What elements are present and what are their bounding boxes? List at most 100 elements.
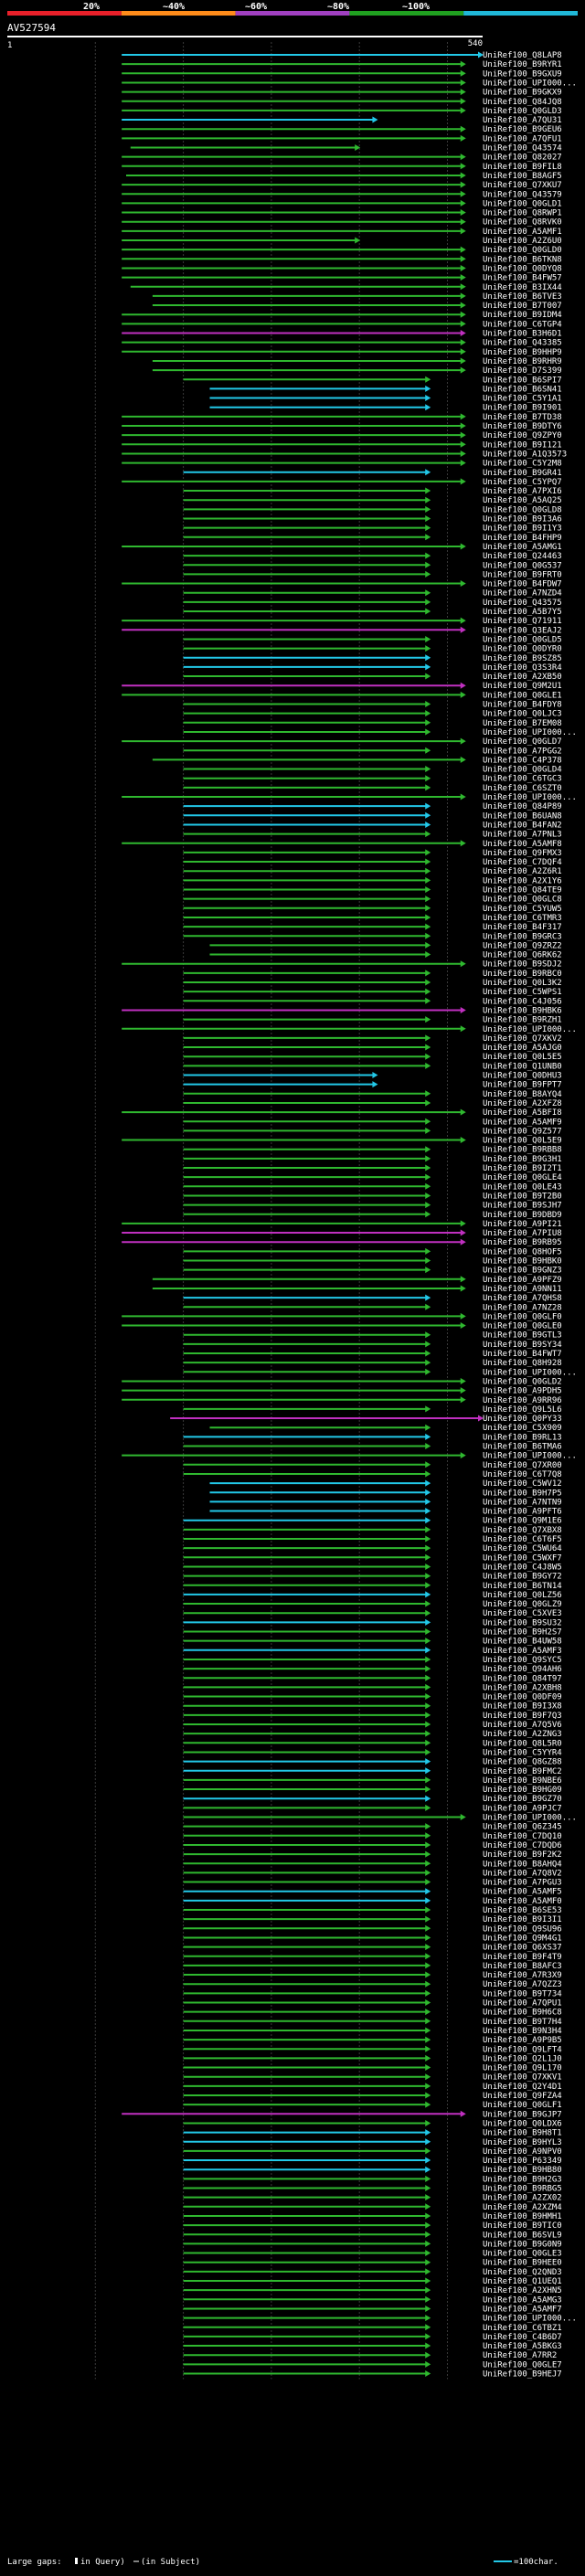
hit-arrowhead xyxy=(460,274,466,281)
hit-label: UniRef100_Q9M1E6 xyxy=(483,1517,562,1526)
hit-arrowhead xyxy=(425,525,431,532)
hit-row: UniRef100_Q9Z577 xyxy=(183,1127,562,1136)
hit-row: UniRef100_B9GXU9 xyxy=(122,69,562,79)
hit-row: UniRef100_B8AGF5 xyxy=(126,172,562,181)
hit-arrowhead xyxy=(425,1656,431,1663)
hit-label: UniRef100_Q8RVK0 xyxy=(483,218,562,228)
hit-arrowhead xyxy=(460,107,466,114)
hit-row: UniRef100_C5YUW5 xyxy=(183,905,562,914)
hit-row: UniRef100_B9GZ70 xyxy=(183,1795,562,1804)
hit-label: UniRef100_B9GKX9 xyxy=(483,89,562,98)
hit-label: UniRef100_Q9FZA4 xyxy=(483,2092,562,2101)
hit-arrowhead xyxy=(425,1730,431,1737)
hit-arrowhead xyxy=(425,1980,431,1988)
hit-label: UniRef100_Q0DF09 xyxy=(483,1693,562,1702)
hit-label: UniRef100_B9I2T1 xyxy=(483,1164,562,1173)
hit-row: UniRef100_B9RZH1 xyxy=(183,1016,562,1025)
hit-label: UniRef100_C6T6F5 xyxy=(483,1535,562,1544)
legend-gaps-label: Large gaps: xyxy=(7,2558,62,2567)
hit-arrowhead xyxy=(460,450,466,457)
hit-label: UniRef100_A9P9B5 xyxy=(483,2036,562,2045)
hit-row: UniRef100_B9GY72 xyxy=(183,1573,562,1582)
hit-arrowhead xyxy=(460,218,466,226)
hit-row: UniRef100_B6TVE3 xyxy=(152,292,562,302)
hit-row: UniRef100_Q0GLD3 xyxy=(122,107,562,116)
hit-row: UniRef100_A9PJC7 xyxy=(183,1804,562,1813)
hit-row: UniRef100_A7PXI6 xyxy=(183,487,562,496)
hit-label: UniRef100_C5WU64 xyxy=(483,1544,562,1553)
hit-arrowhead xyxy=(425,1748,431,1755)
hit-arrowhead xyxy=(425,1173,431,1181)
hit-arrowhead xyxy=(425,1517,431,1524)
hit-label: UniRef100_Q1UEQ1 xyxy=(483,2277,562,2286)
hit-arrowhead xyxy=(460,330,466,336)
hit-arrowhead xyxy=(425,1869,431,1876)
hit-label: UniRef100_Q8L5R0 xyxy=(483,1739,562,1748)
hit-row: UniRef100_A7NZ28 xyxy=(183,1303,562,1312)
hit-row: UniRef100_A7NZD4 xyxy=(183,589,562,599)
hit-label: UniRef100_Q8LAP8 xyxy=(483,51,562,60)
hit-arrowhead xyxy=(425,2268,431,2275)
hit-arrowhead xyxy=(425,1962,431,1969)
hit-arrowhead xyxy=(425,2166,431,2173)
hit-row: UniRef100_Q0LJC3 xyxy=(183,710,562,719)
hit-label: UniRef100_B9H7P5 xyxy=(483,1489,562,1498)
hit-row: UniRef100_C7DQF4 xyxy=(183,858,562,867)
hit-arrowhead xyxy=(425,1721,431,1728)
hit-row: UniRef100_Q24463 xyxy=(183,552,562,561)
hit-label: UniRef100_A5AMG3 xyxy=(483,2295,562,2305)
hit-arrowhead xyxy=(425,1563,431,1570)
hit-row: UniRef100_Q3S3R4 xyxy=(183,663,562,673)
hit-arrowhead xyxy=(425,1127,431,1134)
hit-row: UniRef100_UPI000... xyxy=(122,1452,577,1461)
hit-row: UniRef100_Q0GLC8 xyxy=(183,896,562,905)
hit-arrowhead xyxy=(425,2092,431,2099)
hit-label: UniRef100_C5XVE3 xyxy=(483,1609,562,1618)
hit-row: UniRef100_B9I2T1 xyxy=(183,1164,562,1173)
hit-arrowhead xyxy=(425,469,431,476)
hit-arrowhead xyxy=(425,979,431,986)
hit-label: UniRef100_Q0GLD5 xyxy=(483,635,562,644)
hit-label: UniRef100_A5AQ25 xyxy=(483,496,562,505)
hit-label: UniRef100_B4FW57 xyxy=(483,274,562,283)
hit-row: UniRef100_D7S399 xyxy=(152,366,562,376)
hit-arrowhead xyxy=(460,69,466,77)
hit-label: UniRef100_C5WV12 xyxy=(483,1479,562,1489)
hit-row: UniRef100_A2XZM4 xyxy=(183,2203,562,2212)
hit-arrowhead xyxy=(460,98,466,105)
hit-row: UniRef100_B9H2S7 xyxy=(183,1628,562,1638)
hit-arrowhead xyxy=(460,125,466,133)
hit-row: UniRef100_Q9M1E6 xyxy=(183,1517,562,1526)
hit-label: UniRef100_A2XB50 xyxy=(483,673,562,682)
hit-arrowhead xyxy=(425,1146,431,1153)
hit-label: UniRef100_Q9L170 xyxy=(483,2064,562,2073)
hit-row: UniRef100_B9G0N9 xyxy=(183,2240,562,2249)
hit-label: UniRef100_B4FWT7 xyxy=(483,1350,562,1359)
hit-label: UniRef100_Q43575 xyxy=(483,599,562,608)
hit-label: UniRef100_Q0GLD7 xyxy=(483,737,562,747)
hit-row: UniRef100_Q3EAJ2 xyxy=(122,626,562,635)
hit-arrowhead xyxy=(460,1377,466,1384)
hit-arrowhead xyxy=(425,2054,431,2062)
hit-arrowhead xyxy=(425,831,431,838)
hit-arrowhead xyxy=(425,2342,431,2349)
hit-label: UniRef100_C6SZT0 xyxy=(483,784,562,793)
hit-arrowhead xyxy=(460,1025,466,1033)
hit-arrowhead xyxy=(425,1405,431,1413)
hit-arrowhead xyxy=(425,1034,431,1042)
hit-arrowhead xyxy=(425,2194,431,2201)
hit-label: UniRef100_C4P378 xyxy=(483,756,562,765)
hit-arrowhead xyxy=(460,440,466,448)
hit-row: UniRef100_A5BFI8 xyxy=(122,1108,562,1118)
hit-arrowhead xyxy=(355,144,361,151)
hit-label: UniRef100_B4FHP9 xyxy=(483,534,562,543)
hit-arrowhead xyxy=(425,395,431,402)
hit-arrowhead xyxy=(425,2138,431,2146)
hit-row: UniRef100_B9FMC2 xyxy=(183,1767,562,1776)
hit-label: UniRef100_B9FIL8 xyxy=(483,163,562,172)
ruler-end-label: 540 xyxy=(468,39,483,48)
hit-label: UniRef100_A2X1Y6 xyxy=(483,876,562,885)
hit-arrowhead xyxy=(425,1906,431,1913)
hit-arrowhead xyxy=(425,2240,431,2247)
hit-row: UniRef100_A5AMF0 xyxy=(183,1897,562,1906)
